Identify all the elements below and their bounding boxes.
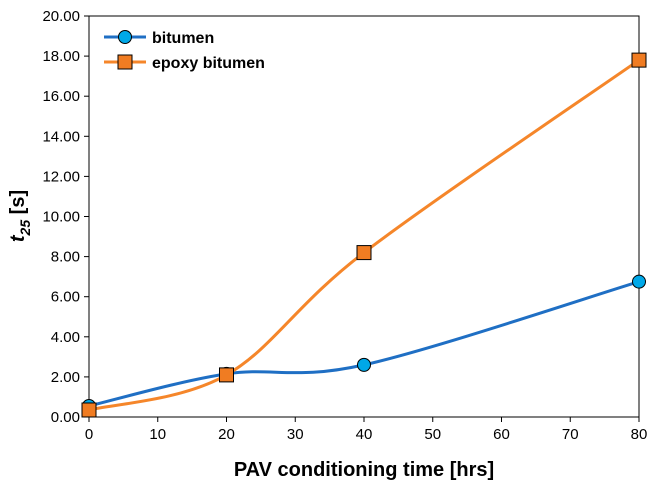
x-axis-title: PAV conditioning time [hrs] — [234, 459, 494, 481]
y-axis-title-unit: [s] — [7, 190, 29, 220]
legend-marker-epoxy-bitumen — [117, 54, 133, 70]
legend-marker-bitumen — [118, 30, 132, 44]
x-tick-label: 10 — [149, 426, 166, 443]
x-tick-label: 0 — [85, 426, 93, 443]
x-tick-label: 30 — [287, 426, 304, 443]
y-tick-label: 20.00 — [42, 8, 80, 25]
y-tick-label: 14.00 — [42, 128, 80, 145]
x-tick-label: 40 — [356, 426, 373, 443]
y-tick-label: 10.00 — [42, 209, 80, 226]
legend-item-epoxy-bitumen: epoxy bitumen — [104, 54, 265, 72]
y-axis-ticks: 0.00 2.00 4.00 6.00 8.00 10.00 12.00 14.00 16.00… — [42, 8, 89, 426]
data-point-bitumen — [632, 274, 646, 289]
series-line-epoxy-bitumen — [88, 58, 640, 412]
y-tick-label: 16.00 — [42, 88, 80, 105]
series-layer — [81, 52, 647, 418]
x-tick-label: 60 — [493, 426, 510, 443]
y-tick-label: 0.00 — [51, 409, 80, 426]
y-tick-label: 18.00 — [42, 48, 80, 65]
data-point-epoxy-bitumen — [356, 245, 372, 261]
y-tick-label: 6.00 — [51, 289, 80, 306]
x-tick-label: 80 — [631, 426, 647, 443]
y-tick-label: 8.00 — [51, 249, 80, 266]
plot-area — [88, 15, 640, 418]
legend-label-epoxy-bitumen: epoxy bitumen — [152, 55, 265, 72]
x-tick-label: 70 — [562, 426, 579, 443]
legend-item-bitumen: bitumen — [104, 30, 214, 47]
x-tick-label: 20 — [218, 426, 235, 443]
series-line-bitumen — [88, 280, 640, 408]
y-axis-title-subscript: 25 — [17, 220, 33, 237]
legend: bitumen epoxy bitumen — [104, 30, 265, 72]
data-point-bitumen — [357, 357, 371, 372]
y-tick-label: 2.00 — [51, 369, 80, 386]
data-point-epoxy-bitumen — [81, 402, 97, 418]
y-tick-label: 12.00 — [42, 168, 80, 185]
data-point-epoxy-bitumen — [219, 367, 234, 383]
legend-label-bitumen: bitumen — [152, 30, 214, 47]
y-tick-label: 4.00 — [51, 329, 80, 346]
y-axis-title-symbol: t — [7, 234, 29, 242]
y-axis-title: t25 [s] — [7, 190, 33, 242]
data-point-epoxy-bitumen — [631, 52, 647, 68]
x-tick-label: 50 — [424, 426, 441, 443]
x-axis-ticks: 0 10 20 30 40 50 60 70 80 — [85, 417, 647, 443]
